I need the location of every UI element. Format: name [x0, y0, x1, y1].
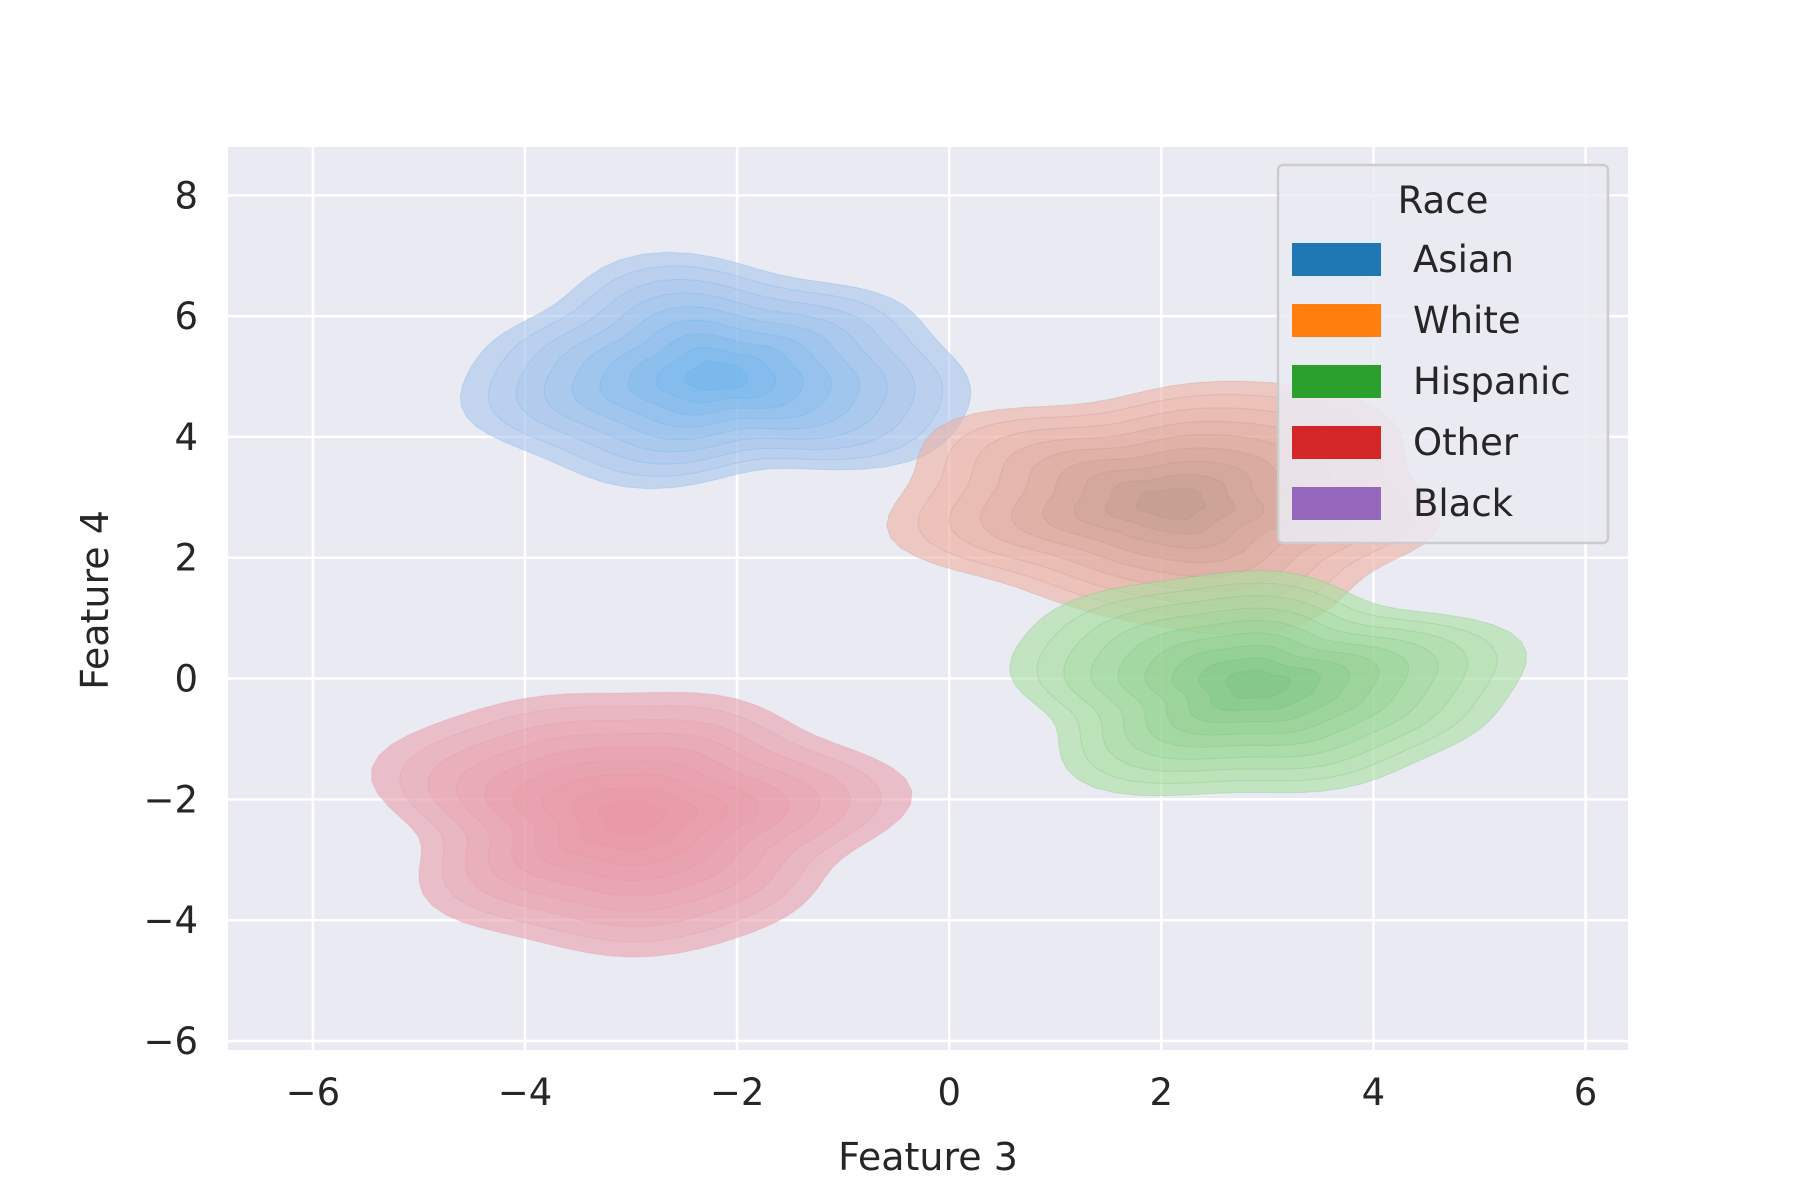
density-contour	[459, 251, 972, 490]
legend-swatch-other	[1292, 426, 1381, 459]
density-contour	[1042, 447, 1294, 564]
x-axis-label: Feature 3	[838, 1135, 1018, 1179]
y-tick-label: −6	[143, 1020, 198, 1063]
density-hispanic	[1009, 569, 1528, 797]
density-contour	[597, 801, 667, 836]
legend-swatch-black	[1292, 487, 1381, 520]
density-contour	[1009, 569, 1528, 797]
legend-title: Race	[1398, 179, 1489, 222]
density-contour	[512, 760, 760, 882]
density-contour	[571, 305, 860, 441]
y-tick-label: 6	[174, 295, 198, 338]
density-contour	[1198, 657, 1321, 712]
y-tick-label: 8	[174, 174, 198, 217]
density-contour	[1117, 619, 1410, 748]
density-asian	[459, 251, 972, 490]
legend-label-black: Black	[1413, 482, 1514, 525]
density-contour	[371, 691, 913, 958]
y-tick-label: −4	[143, 899, 198, 942]
density-contour	[456, 732, 821, 912]
density-contour	[1073, 460, 1265, 549]
density-layer	[371, 251, 1528, 958]
density-contour	[541, 773, 729, 867]
density-contour	[655, 346, 777, 404]
legend-label-other: Other	[1413, 421, 1519, 464]
y-tick-label: 4	[174, 416, 198, 459]
density-contour	[484, 746, 790, 897]
legend: Race Asian White Hispanic Other Black	[1276, 163, 1610, 545]
density-contour	[399, 705, 882, 943]
density-contour	[1036, 582, 1498, 785]
y-axis-label: Feature 4	[73, 510, 117, 690]
density-contour	[487, 265, 944, 478]
y-tick-label: −2	[143, 778, 198, 821]
density-contour	[1010, 434, 1324, 578]
density-contour	[1225, 669, 1292, 699]
density-contour	[427, 719, 852, 928]
density-contour	[683, 360, 749, 392]
y-tick-label: 2	[174, 537, 198, 580]
density-contour	[1144, 632, 1380, 736]
legend-label-hispanic: Hispanic	[1413, 360, 1571, 403]
density-contour	[627, 333, 805, 416]
legend-label-white: White	[1413, 299, 1521, 342]
y-tick-label: 0	[174, 658, 198, 701]
legend-label-asian: Asian	[1413, 238, 1514, 281]
legend-swatch-asian	[1292, 243, 1381, 276]
density-contour	[569, 787, 698, 851]
legend-swatch-hispanic	[1292, 365, 1381, 398]
density-contour	[1063, 594, 1469, 772]
density-contour	[599, 319, 833, 428]
density-contour	[1171, 644, 1351, 724]
density-contour	[543, 292, 888, 453]
x-tick-label: 4	[1362, 1071, 1386, 1114]
x-tick-label: 2	[1150, 1071, 1174, 1114]
density-contour	[1104, 474, 1236, 535]
x-tick-label: −6	[286, 1071, 341, 1114]
x-tick-label: 6	[1574, 1071, 1598, 1114]
x-tick-label: −2	[710, 1071, 765, 1114]
x-tick-label: −4	[498, 1071, 553, 1114]
x-tick-label: 0	[937, 1071, 961, 1114]
density-other	[371, 691, 913, 958]
density-contour	[515, 278, 916, 465]
density-contour	[1090, 607, 1439, 760]
tick-labels: −6 −4 −2 0 2 4 6 −6 −4 −2 0 2 4 6 8	[143, 174, 1597, 1114]
density-contour	[1135, 487, 1207, 521]
legend-swatch-white	[1292, 304, 1381, 337]
